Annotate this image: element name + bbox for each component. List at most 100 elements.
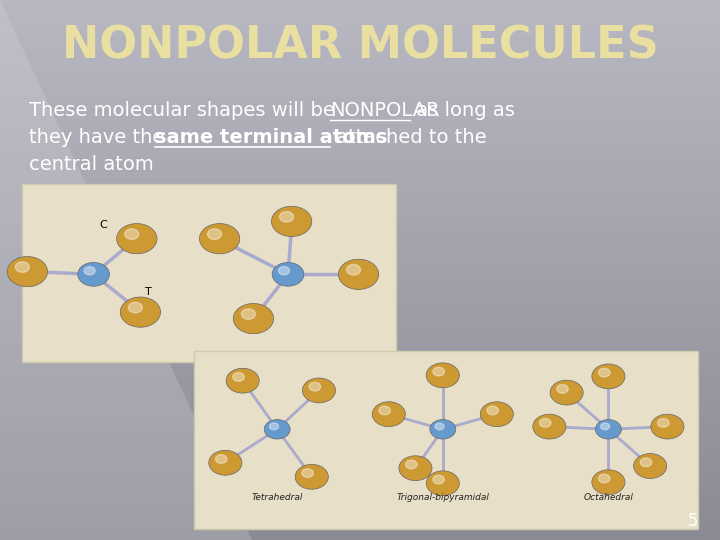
Circle shape — [539, 418, 551, 427]
Circle shape — [487, 406, 498, 415]
Circle shape — [233, 303, 274, 334]
Bar — [0, 113, 720, 119]
Bar — [0, 443, 720, 448]
Bar — [0, 173, 720, 178]
Circle shape — [346, 265, 361, 275]
Bar — [0, 65, 720, 70]
Circle shape — [433, 367, 444, 376]
Circle shape — [600, 423, 610, 430]
Bar — [0, 340, 720, 346]
Bar — [0, 351, 720, 356]
Bar — [0, 389, 720, 394]
Text: 5: 5 — [688, 512, 698, 530]
Circle shape — [372, 402, 405, 427]
Circle shape — [435, 423, 444, 430]
Circle shape — [640, 458, 652, 467]
Circle shape — [279, 212, 294, 222]
Text: same terminal atoms: same terminal atoms — [155, 128, 387, 147]
Circle shape — [302, 469, 313, 477]
Bar — [0, 518, 720, 524]
Bar — [0, 5, 720, 11]
Bar — [0, 421, 720, 427]
Circle shape — [120, 297, 161, 327]
Bar — [0, 22, 720, 27]
Bar — [0, 513, 720, 518]
Circle shape — [592, 364, 625, 389]
Circle shape — [78, 262, 109, 286]
Circle shape — [592, 470, 625, 495]
Bar — [0, 378, 720, 383]
Bar — [0, 464, 720, 470]
Bar — [0, 0, 720, 5]
Bar — [0, 416, 720, 421]
Bar — [0, 157, 720, 162]
Bar — [0, 319, 720, 324]
Circle shape — [241, 309, 256, 319]
Circle shape — [302, 378, 336, 403]
Bar — [0, 302, 720, 308]
Bar — [0, 400, 720, 405]
Text: as long as: as long as — [410, 101, 516, 120]
Circle shape — [226, 368, 259, 393]
Bar — [0, 265, 720, 270]
Bar — [0, 297, 720, 302]
Text: NONPOLAR: NONPOLAR — [330, 101, 439, 120]
Bar — [0, 130, 720, 135]
Circle shape — [207, 229, 222, 239]
Circle shape — [634, 454, 667, 478]
Bar — [0, 254, 720, 259]
Bar — [0, 410, 720, 416]
Circle shape — [7, 256, 48, 287]
Bar — [0, 275, 720, 281]
Text: central atom: central atom — [29, 155, 153, 174]
Circle shape — [533, 414, 566, 439]
Bar — [0, 162, 720, 167]
Circle shape — [209, 450, 242, 475]
Bar — [0, 383, 720, 389]
Bar — [0, 475, 720, 481]
Bar — [0, 508, 720, 513]
Circle shape — [426, 471, 459, 496]
Text: Tetrahedral: Tetrahedral — [251, 493, 303, 502]
Bar — [0, 221, 720, 227]
Circle shape — [264, 420, 290, 439]
Bar — [0, 491, 720, 497]
Circle shape — [338, 259, 379, 289]
Circle shape — [657, 418, 669, 427]
Text: attached to the: attached to the — [330, 128, 487, 147]
Bar — [0, 59, 720, 65]
Bar — [0, 189, 720, 194]
Bar — [0, 427, 720, 432]
Polygon shape — [0, 0, 252, 540]
Circle shape — [15, 262, 30, 272]
Bar — [0, 529, 720, 535]
Text: T: T — [145, 287, 152, 297]
Circle shape — [199, 224, 240, 254]
Circle shape — [598, 474, 610, 483]
Bar — [0, 373, 720, 378]
Bar — [0, 103, 720, 108]
Bar — [0, 470, 720, 475]
Bar — [0, 459, 720, 464]
Bar — [0, 178, 720, 184]
Bar — [0, 308, 720, 313]
Bar — [0, 76, 720, 81]
Bar — [0, 248, 720, 254]
Bar — [0, 200, 720, 205]
Circle shape — [399, 456, 432, 481]
Circle shape — [480, 402, 513, 427]
Circle shape — [295, 464, 328, 489]
Bar — [0, 38, 720, 43]
Bar — [0, 437, 720, 443]
Text: Octahedral: Octahedral — [583, 493, 634, 502]
Bar — [0, 151, 720, 157]
Bar — [0, 146, 720, 151]
Circle shape — [84, 267, 95, 275]
Bar — [0, 486, 720, 491]
Text: they have the: they have the — [29, 128, 171, 147]
Circle shape — [271, 206, 312, 237]
Circle shape — [272, 262, 304, 286]
Bar — [0, 86, 720, 92]
Bar — [0, 81, 720, 86]
Bar — [0, 11, 720, 16]
